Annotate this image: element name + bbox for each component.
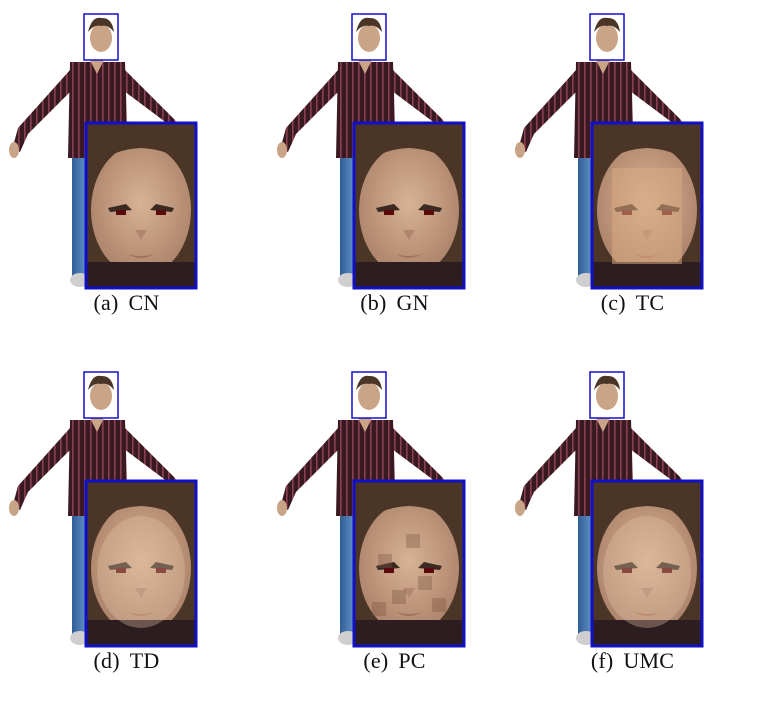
avatar-render-with-face-inset (0, 358, 253, 648)
caption-label: GN (396, 290, 429, 315)
figure-panel-c: (c) TC (506, 0, 759, 352)
caption-label: CN (128, 290, 160, 315)
caption-tag: (a) (93, 290, 119, 315)
panel-caption: (b) GN (268, 290, 521, 316)
figure-panel-f: (f) UMC (506, 358, 759, 710)
caption-tag: (b) (360, 290, 387, 315)
caption-label: TD (129, 648, 160, 673)
figure-panel-d: (d) TD (0, 358, 253, 710)
figure-panel-e: (e) PC (268, 358, 521, 710)
panel-caption: (d) TD (0, 648, 253, 674)
avatar-render-with-face-inset (268, 0, 521, 290)
avatar-render-with-face-inset (0, 0, 253, 290)
figure-panel-b: (b) GN (268, 0, 521, 352)
caption-tag: (c) (600, 290, 626, 315)
caption-tag: (e) (363, 648, 389, 673)
caption-label: TC (635, 290, 665, 315)
avatar-render-with-face-inset (506, 358, 759, 648)
caption-tag: (f) (590, 648, 614, 673)
avatar-render-with-face-inset (268, 358, 521, 648)
panel-caption: (a) CN (0, 290, 253, 316)
caption-label: UMC (623, 648, 675, 673)
avatar-render-with-face-inset (506, 0, 759, 290)
caption-tag: (d) (93, 648, 120, 673)
figure-panel-a: (a) CN (0, 0, 253, 352)
panel-caption: (e) PC (268, 648, 521, 674)
caption-label: PC (398, 648, 426, 673)
panel-caption: (c) TC (506, 290, 759, 316)
panel-caption: (f) UMC (506, 648, 759, 674)
